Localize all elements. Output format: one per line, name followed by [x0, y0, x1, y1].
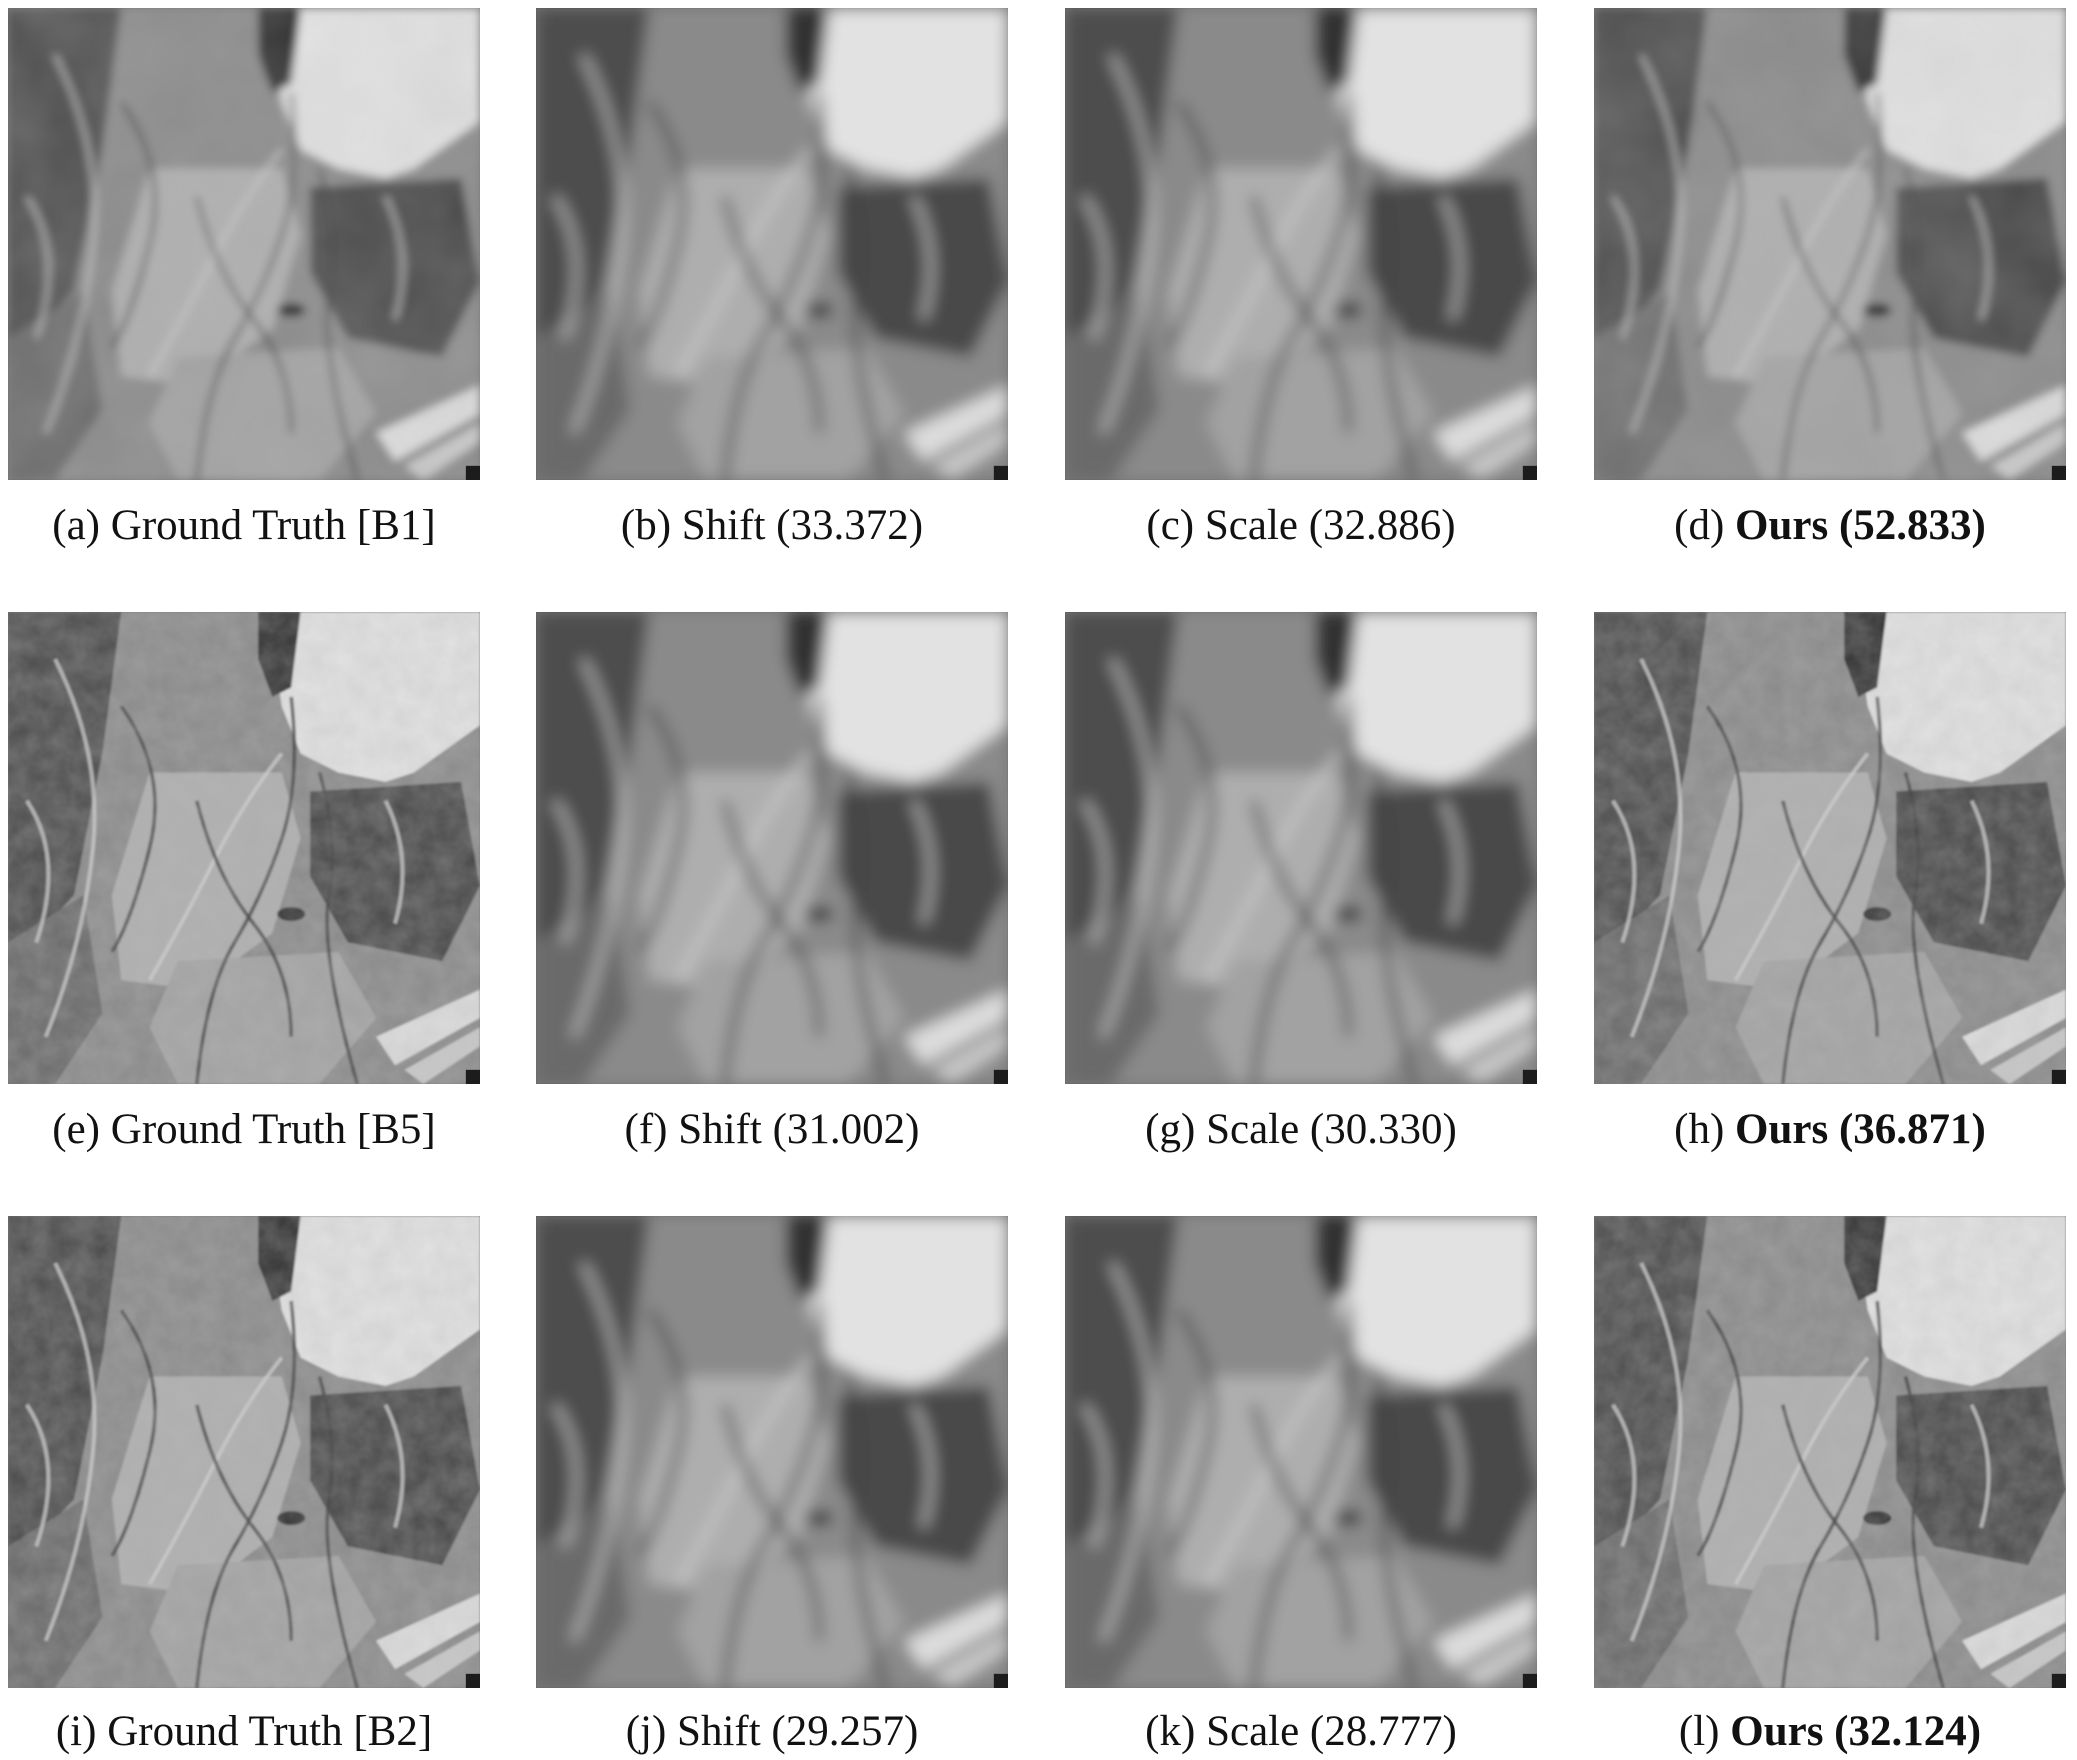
caption-b-label: Shift (33.372)	[681, 502, 924, 549]
terrain-image	[8, 1216, 480, 1688]
caption-h: (h) Ours (36.871)	[1570, 1104, 2077, 1156]
caption-e-label: Ground Truth [B5]	[110, 1106, 436, 1153]
image-panel-e	[8, 612, 480, 1084]
caption-c-label: Scale (32.886)	[1204, 502, 1456, 549]
terrain-image	[1065, 8, 1537, 480]
caption-i-label: Ground Truth [B2]	[107, 1708, 433, 1755]
terrain-image	[536, 612, 1008, 1084]
image-panel-h	[1594, 612, 2066, 1084]
caption-i: (i) Ground Truth [B2]	[0, 1706, 504, 1758]
image-panel-l	[1594, 1216, 2066, 1688]
terrain-image	[1594, 1216, 2066, 1688]
terrain-image	[1594, 612, 2066, 1084]
caption-h-bold-label: Ours (36.871)	[1735, 1106, 1986, 1153]
terrain-image	[1065, 1216, 1537, 1688]
caption-c: (c) Scale (32.886)	[1041, 500, 1561, 552]
caption-a-label: Ground Truth [B1]	[110, 502, 436, 549]
terrain-image	[8, 612, 480, 1084]
caption-g-label: Scale (30.330)	[1206, 1106, 1457, 1153]
caption-k-tag: (k)	[1145, 1708, 1196, 1755]
image-panel-a	[8, 8, 480, 480]
caption-i-tag: (i)	[55, 1708, 97, 1755]
image-panel-f	[536, 612, 1008, 1084]
caption-k-label: Scale (28.777)	[1206, 1708, 1457, 1755]
caption-j-tag: (j)	[625, 1708, 667, 1755]
caption-d-bold-label: Ours (52.833)	[1735, 502, 1986, 549]
caption-a: (a) Ground Truth [B1]	[0, 500, 504, 552]
terrain-image	[536, 8, 1008, 480]
terrain-image	[1594, 8, 2066, 480]
caption-h-tag: (h)	[1674, 1106, 1725, 1153]
caption-l-bold-label: Ours (32.124)	[1730, 1708, 1982, 1755]
image-panel-k	[1065, 1216, 1537, 1688]
image-panel-c	[1065, 8, 1537, 480]
caption-d: (d) Ours (52.833)	[1570, 500, 2077, 552]
caption-g-tag: (g)	[1145, 1106, 1196, 1153]
caption-k: (k) Scale (28.777)	[1041, 1706, 1561, 1758]
caption-l-tag: (l)	[1678, 1708, 1720, 1755]
caption-l: (l) Ours (32.124)	[1570, 1706, 2077, 1758]
image-panel-j	[536, 1216, 1008, 1688]
caption-j-label: Shift (29.257)	[677, 1708, 919, 1755]
terrain-image	[1065, 612, 1537, 1084]
caption-f-tag: (f)	[624, 1106, 668, 1153]
caption-f: (f) Shift (31.002)	[512, 1104, 1032, 1156]
caption-f-label: Shift (31.002)	[678, 1106, 920, 1153]
caption-g: (g) Scale (30.330)	[1041, 1104, 1561, 1156]
caption-d-tag: (d)	[1674, 502, 1725, 549]
caption-j: (j) Shift (29.257)	[512, 1706, 1032, 1758]
image-panel-d	[1594, 8, 2066, 480]
caption-e: (e) Ground Truth [B5]	[0, 1104, 504, 1156]
caption-b-tag: (b)	[620, 502, 672, 549]
image-panel-i	[8, 1216, 480, 1688]
caption-c-tag: (c)	[1146, 502, 1195, 549]
terrain-image	[8, 8, 480, 480]
image-panel-b	[536, 8, 1008, 480]
caption-e-tag: (e)	[52, 1106, 101, 1153]
terrain-image	[536, 1216, 1008, 1688]
caption-b: (b) Shift (33.372)	[512, 500, 1032, 552]
image-panel-g	[1065, 612, 1537, 1084]
caption-a-tag: (a)	[52, 502, 101, 549]
